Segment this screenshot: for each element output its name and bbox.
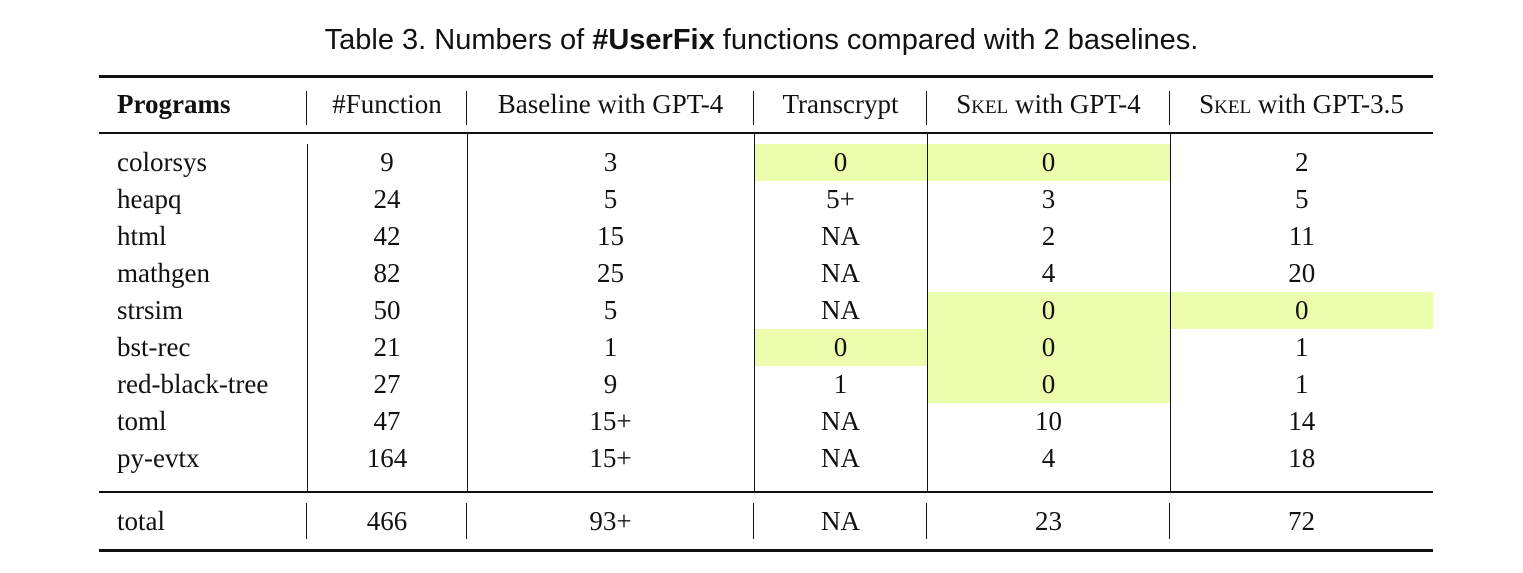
table-row: py-evtx 164 15+ NA 4 18 [99, 439, 1433, 477]
cell-total-skel-gpt35: 72 [1170, 490, 1433, 552]
cell-function: 50 [306, 291, 468, 329]
cell-skel-gpt4: 4 [927, 439, 1171, 477]
cell-function: 164 [306, 439, 468, 477]
table-row: strsim 50 5 NA 0 0 [99, 291, 1433, 329]
spacer-row [99, 476, 1433, 492]
cell-total-skel-gpt4: 23 [927, 490, 1170, 552]
cell-program: colorsys [117, 146, 207, 177]
caption-prefix: Table 3. Numbers of [324, 24, 593, 56]
cell-skel-gpt4: 10 [927, 402, 1171, 440]
cell-total-baseline: 93+ [467, 490, 754, 552]
cell-program: toml [117, 405, 167, 436]
caption-bold-term: #UserFix [592, 24, 715, 56]
cell-function: 42 [306, 217, 468, 255]
header-function: #Function [307, 75, 467, 134]
table-row: toml 47 15+ NA 10 14 [99, 402, 1433, 440]
cell-baseline: 15+ [467, 402, 755, 440]
cell-baseline: 15+ [467, 439, 755, 477]
table-caption: Table 3. Numbers of #UserFix functions c… [0, 22, 1523, 58]
cell-transcrypt: 0 [754, 143, 928, 181]
table-row: bst-rec 21 1 0 0 1 [99, 328, 1433, 366]
cell-transcrypt: NA [754, 217, 928, 255]
header-transcrypt: Transcrypt [754, 75, 927, 134]
cell-skel-gpt4: 3 [927, 180, 1171, 218]
cell-skel-gpt35: 1 [1295, 331, 1309, 362]
cell-total-label: total [99, 490, 307, 552]
cell-baseline: 5 [467, 291, 755, 329]
cell-transcrypt: NA [754, 291, 928, 329]
cell-skel-gpt4: 4 [927, 254, 1171, 292]
cell-function: 82 [306, 254, 468, 292]
cell-transcrypt: NA [754, 402, 928, 440]
cell-function: 47 [306, 402, 468, 440]
cell-transcrypt: 0 [754, 328, 928, 366]
cell-skel-gpt4: 0 [927, 143, 1171, 181]
cell-skel-gpt35: 5 [1295, 183, 1309, 214]
table-row: mathgen 82 25 NA 4 20 [99, 254, 1433, 292]
cell-program: heapq [117, 183, 182, 214]
table-row: heapq 24 5 5+ 3 5 [99, 180, 1433, 218]
header-baseline: Baseline with GPT-4 [467, 75, 754, 134]
table-row: html 42 15 NA 2 11 [99, 217, 1433, 255]
table-row: colorsys 9 3 0 0 2 [99, 143, 1433, 181]
cell-total-transcrypt: NA [754, 490, 927, 552]
header-skel-gpt4: Skel with GPT-4 [927, 75, 1170, 134]
total-row: total 466 93+ NA 23 72 [99, 490, 1433, 552]
cell-baseline: 15 [467, 217, 755, 255]
cell-function: 21 [306, 328, 468, 366]
cell-skel-gpt4: 0 [927, 291, 1171, 329]
cell-transcrypt: 5+ [754, 180, 928, 218]
results-table: Programs #Function Baseline with GPT-4 T… [99, 75, 1433, 552]
cell-baseline: 25 [467, 254, 755, 292]
cell-function: 9 [306, 143, 468, 181]
header-row: Programs #Function Baseline with GPT-4 T… [99, 75, 1433, 134]
cell-skel-gpt35: 0 [1170, 291, 1433, 329]
cell-total-function: 466 [307, 490, 467, 552]
cell-skel-gpt35: 18 [1288, 442, 1316, 473]
cell-program: strsim [117, 294, 184, 325]
cell-skel-gpt35: 2 [1295, 146, 1309, 177]
results-table-wrapper: Programs #Function Baseline with GPT-4 T… [99, 75, 1433, 552]
cell-baseline: 9 [467, 365, 755, 403]
cell-program: html [117, 220, 167, 251]
cell-program: mathgen [117, 257, 210, 288]
cell-skel-gpt35: 14 [1288, 405, 1316, 436]
cell-function: 24 [306, 180, 468, 218]
cell-transcrypt: NA [754, 439, 928, 477]
cell-skel-gpt35: 11 [1288, 220, 1315, 251]
header-skel-gpt35: Skel with GPT-3.5 [1170, 75, 1433, 134]
cell-transcrypt: NA [754, 254, 928, 292]
cell-skel-gpt4: 0 [927, 328, 1171, 366]
table-row: red-black-tree 27 9 1 0 1 [99, 365, 1433, 403]
cell-baseline: 5 [467, 180, 755, 218]
cell-transcrypt: 1 [754, 365, 928, 403]
cell-skel-gpt4: 2 [927, 217, 1171, 255]
cell-skel-gpt35: 1 [1295, 368, 1309, 399]
cell-function: 27 [306, 365, 468, 403]
cell-program: bst-rec [117, 331, 191, 362]
spacer-row [99, 132, 1433, 144]
cell-baseline: 1 [467, 328, 755, 366]
cell-program: red-black-tree [117, 368, 269, 399]
cell-skel-gpt35: 20 [1288, 257, 1316, 288]
cell-program: py-evtx [117, 442, 200, 473]
cell-skel-gpt4: 0 [927, 365, 1171, 403]
caption-suffix: functions compared with 2 baselines. [714, 24, 1199, 56]
cell-baseline: 3 [467, 143, 755, 181]
header-programs: Programs [99, 75, 307, 134]
